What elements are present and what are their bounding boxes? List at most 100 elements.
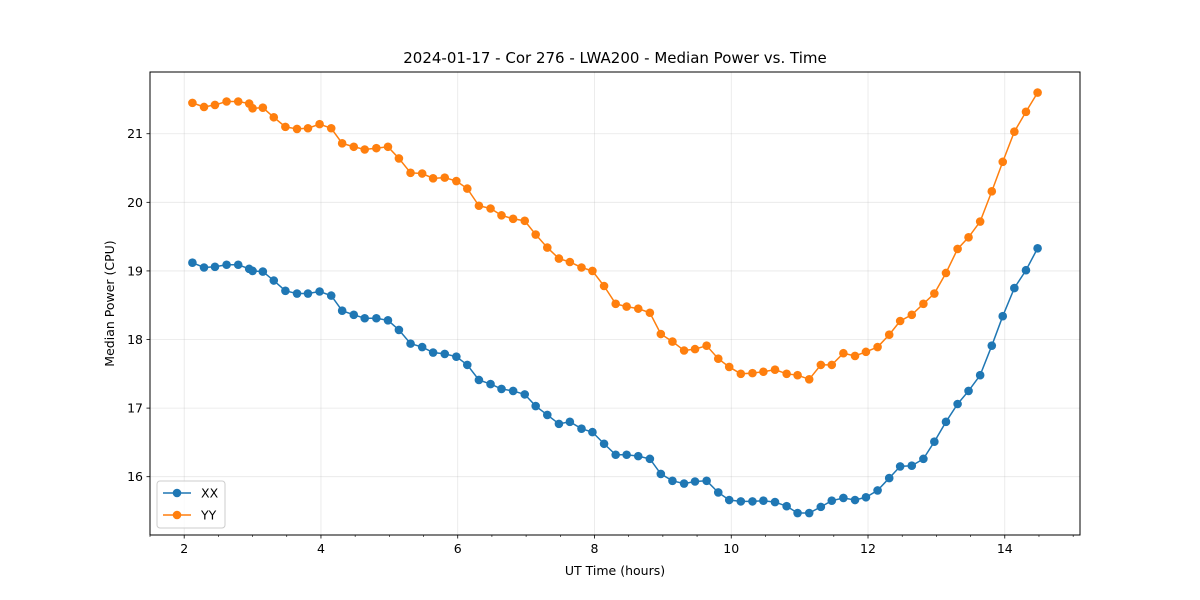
data-point <box>804 374 814 384</box>
data-point <box>497 384 506 394</box>
data-point <box>372 313 381 323</box>
data-point <box>222 260 231 270</box>
y-tick-label: 17 <box>127 401 143 416</box>
series-xx <box>188 243 1042 518</box>
data-point <box>599 439 609 449</box>
data-point <box>233 260 243 270</box>
data-point <box>360 145 370 154</box>
data-point <box>258 103 268 112</box>
data-point <box>188 258 197 267</box>
series <box>188 88 1042 518</box>
data-point <box>930 437 939 447</box>
data-point <box>520 216 530 226</box>
x-axis-label: UT Time (hours) <box>565 563 665 578</box>
data-point <box>292 289 302 298</box>
data-point <box>1033 243 1042 253</box>
legend: XX YY <box>156 480 226 529</box>
data-point <box>782 369 791 379</box>
data-point <box>736 497 746 506</box>
data-point <box>668 476 677 486</box>
data-point <box>508 386 518 396</box>
data-point <box>964 233 973 242</box>
series-yy <box>188 88 1042 384</box>
data-point <box>770 497 780 507</box>
axis-ticks: 2 4 6 8 10 12 14 16 17 18 19 20 21 <box>127 126 1074 556</box>
data-point <box>827 496 837 506</box>
data-point <box>1010 127 1019 136</box>
data-point <box>315 287 324 296</box>
data-point <box>588 266 597 276</box>
data-point <box>233 97 243 106</box>
data-point <box>850 495 860 505</box>
data-point <box>633 304 643 313</box>
data-point <box>210 262 220 272</box>
data-point <box>895 462 905 471</box>
data-point <box>748 368 757 378</box>
data-point <box>987 341 997 350</box>
data-point <box>474 375 484 385</box>
data-point <box>622 450 631 460</box>
data-point <box>258 267 268 276</box>
data-point <box>919 299 928 309</box>
x-tick-label: 12 <box>860 541 876 556</box>
data-point <box>713 354 723 364</box>
data-point <box>975 370 985 380</box>
data-point <box>759 496 768 506</box>
series-line-yy <box>192 92 1039 381</box>
data-point <box>998 157 1008 167</box>
data-point <box>383 316 393 325</box>
data-point <box>611 299 620 309</box>
data-point <box>953 399 962 409</box>
data-point <box>656 469 666 479</box>
legend-item-xx: XX <box>163 486 219 501</box>
legend-item-yy: YY <box>163 508 217 523</box>
legend-label: XX <box>201 486 219 501</box>
data-point <box>724 495 734 505</box>
data-point <box>839 493 848 503</box>
data-point <box>622 302 631 311</box>
data-point <box>248 266 257 276</box>
data-point <box>884 330 894 340</box>
data-point <box>440 173 450 182</box>
data-point <box>873 342 882 352</box>
data-point <box>861 492 871 502</box>
data-point <box>222 97 231 106</box>
data-point <box>759 367 768 377</box>
data-point <box>543 243 552 252</box>
data-point <box>668 337 677 346</box>
data-point <box>713 488 723 497</box>
data-point <box>543 410 552 420</box>
data-point <box>349 310 359 320</box>
data-point <box>497 211 506 220</box>
x-tick-label: 4 <box>317 541 325 556</box>
data-point <box>941 417 951 427</box>
data-point <box>941 268 951 278</box>
data-point <box>406 339 415 348</box>
data-point <box>326 123 336 133</box>
data-point <box>406 168 415 178</box>
data-point <box>839 348 848 358</box>
data-point <box>326 291 336 300</box>
data-point <box>349 142 359 152</box>
data-point <box>782 501 791 511</box>
data-point <box>873 486 882 495</box>
data-point <box>520 390 530 399</box>
data-point <box>998 311 1008 321</box>
data-point <box>793 370 802 380</box>
data-point <box>199 263 209 272</box>
data-point <box>827 360 837 370</box>
data-point <box>248 104 257 113</box>
data-point <box>428 174 438 183</box>
data-point <box>953 244 962 254</box>
data-point <box>1033 88 1042 97</box>
data-point <box>303 123 313 133</box>
data-point <box>816 502 826 512</box>
data-point <box>554 419 564 429</box>
data-point <box>269 112 279 122</box>
data-point <box>292 124 302 134</box>
data-point <box>907 461 917 471</box>
x-tick-label: 6 <box>454 541 462 556</box>
legend-marker <box>172 488 182 498</box>
data-point <box>452 352 461 361</box>
